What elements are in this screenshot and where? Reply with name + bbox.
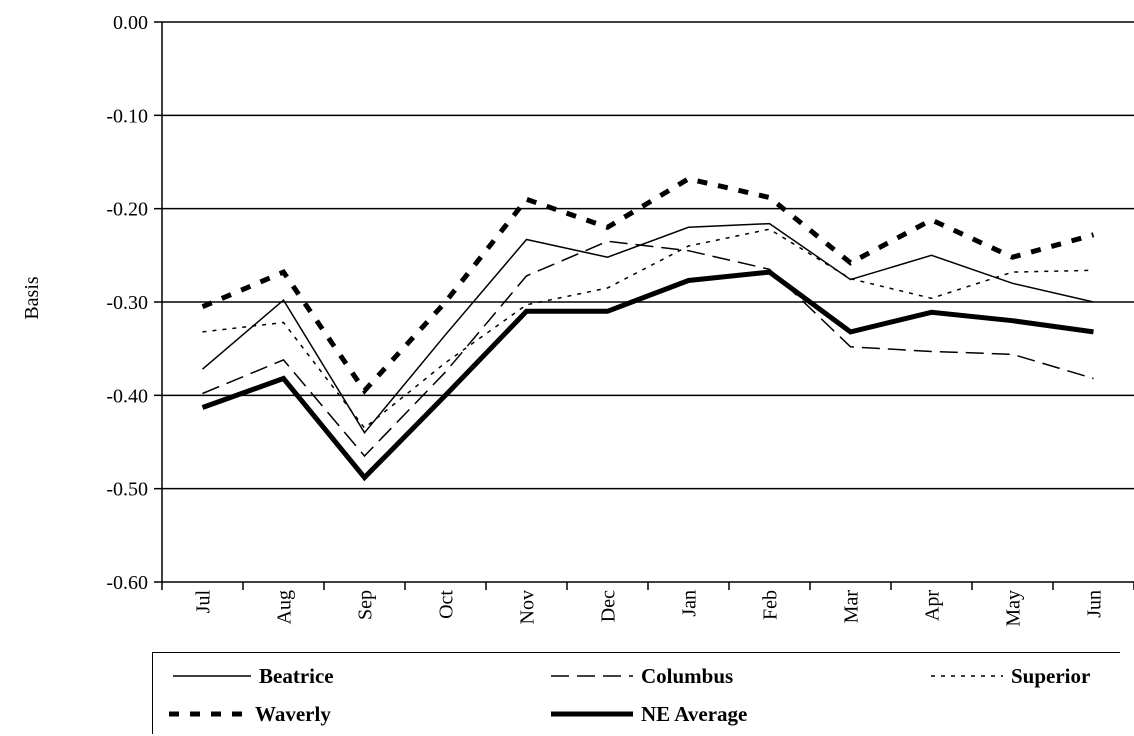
x-tick-label: Nov xyxy=(517,590,539,624)
y-tick-label: -0.30 xyxy=(106,292,148,314)
y-tick-label: -0.20 xyxy=(106,199,148,221)
axes xyxy=(154,21,1134,590)
legend-item-waverly: Waverly xyxy=(169,699,331,729)
x-tick-label: May xyxy=(1003,590,1025,627)
x-tick-label: Feb xyxy=(760,590,782,620)
legend-label-superior: Superior xyxy=(1011,663,1091,688)
legend-label-ne-average: NE Average xyxy=(641,701,748,726)
y-tick-label: 0.00 xyxy=(113,12,148,34)
y-tick-label: -0.10 xyxy=(106,105,148,127)
grid-lines xyxy=(162,21,1134,490)
x-tick-label: Jan xyxy=(679,590,701,617)
legend-swatch-waverly xyxy=(169,711,247,717)
series-line-superior xyxy=(202,228,1094,430)
series-line-columbus xyxy=(202,240,1094,458)
x-tick-label: Aug xyxy=(274,590,296,624)
x-tick-label: Dec xyxy=(598,590,620,622)
x-tick-label: Mar xyxy=(841,590,863,624)
series-lines xyxy=(201,176,1095,482)
legend-item-columbus: Columbus xyxy=(551,661,733,691)
series-line-beatrice xyxy=(202,222,1094,434)
legend-item-superior: Superior xyxy=(931,661,1090,691)
x-tick-labels: Jul Aug Sep Oct Nov Dec Jan Feb Mar Apr May Jun xyxy=(193,590,1106,627)
y-tick-labels: 0.00 -0.10 -0.20 -0.30 -0.40 -0.50 -0.60 xyxy=(106,12,148,594)
legend-item-ne-average: NE Average xyxy=(551,699,747,729)
series-line-ne-average xyxy=(201,269,1094,482)
legend-swatch-columbus xyxy=(551,675,633,677)
y-axis-label: Basis xyxy=(21,276,43,320)
line-chart: 0.00 -0.10 -0.20 -0.30 -0.40 -0.50 -0.60 Jul Au… xyxy=(21,12,1134,627)
legend-label-waverly: Waverly xyxy=(255,701,331,726)
legend: Beatrice Columbus Superior Waverly NE Av… xyxy=(152,652,1120,734)
x-tick-label: Jul xyxy=(193,590,215,614)
x-tick-label: Sep xyxy=(355,590,377,620)
legend-label-columbus: Columbus xyxy=(641,663,734,688)
series-line-waverly xyxy=(201,176,1095,395)
x-tick-label: Jun xyxy=(1084,590,1106,618)
legend-label-beatrice: Beatrice xyxy=(259,663,334,688)
y-tick-label: -0.50 xyxy=(106,479,148,501)
legend-item-beatrice: Beatrice xyxy=(173,661,334,691)
x-tick-label: Apr xyxy=(922,590,944,621)
legend-swatch-beatrice xyxy=(173,675,251,677)
legend-swatch-ne-average xyxy=(551,711,633,717)
x-tick-label: Oct xyxy=(436,590,458,619)
y-tick-label: -0.60 xyxy=(106,572,148,594)
y-tick-label: -0.40 xyxy=(106,385,148,407)
legend-swatch-superior xyxy=(931,675,1003,677)
